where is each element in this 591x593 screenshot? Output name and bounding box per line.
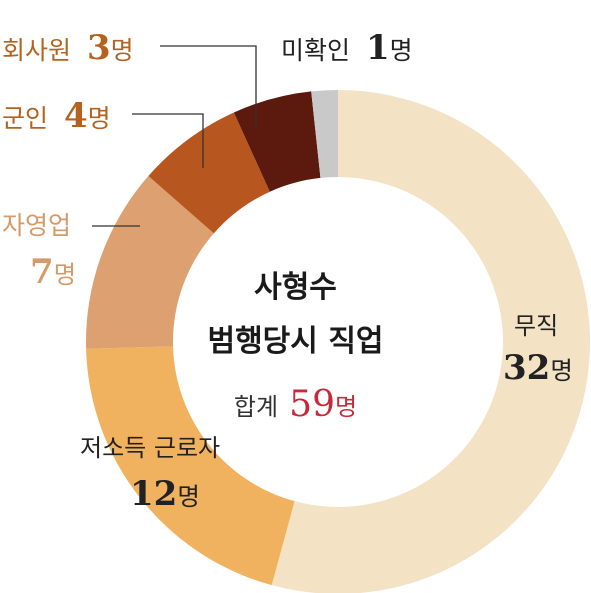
label-저소득근로자: 저소득 근로자: [80, 428, 220, 463]
label-군인: 군인 4명: [2, 96, 111, 136]
total-row: 합계 59명: [0, 384, 591, 425]
slice-군인: [148, 112, 270, 234]
total-value: 59: [289, 384, 335, 425]
value-미확인-number: 1: [365, 28, 390, 68]
value-무직-number: 32: [503, 348, 551, 388]
value-무직-unit: 명: [550, 356, 573, 385]
value-군인-unit: 명: [87, 104, 111, 133]
leader-회사원: [160, 45, 257, 128]
value-자영업-number: 7: [30, 252, 54, 292]
value-회사원-number: 3: [86, 28, 111, 68]
value-군인-number: 4: [63, 96, 88, 136]
value-저소득근로자-unit: 명: [177, 482, 200, 511]
label-저소득근로자-name: 저소득 근로자: [80, 434, 221, 462]
slice-저소득근로자: [86, 346, 295, 586]
slice-자영업: [86, 176, 214, 349]
value-저소득근로자-number: 12: [130, 474, 178, 514]
value-저소득근로자: 12명: [130, 474, 200, 514]
slice-미확인: [311, 90, 338, 178]
total-unit: 명: [334, 393, 358, 421]
label-회사원: 회사원 3명: [2, 28, 134, 68]
total-label: 합계: [233, 393, 279, 421]
leader-군인: [132, 113, 204, 168]
value-회사원-unit: 명: [110, 36, 134, 65]
label-미확인-name: 미확인: [281, 36, 351, 65]
label-회사원-name: 회사원: [2, 36, 72, 65]
label-미확인: 미확인 1명: [281, 28, 413, 68]
label-무직-name: 무직: [514, 312, 559, 340]
value-자영업-unit: 명: [53, 260, 77, 289]
label-군인-name: 군인: [2, 104, 49, 133]
value-무직: 32명: [503, 348, 573, 388]
value-자영업: 7명: [30, 252, 76, 292]
value-미확인-unit: 명: [389, 36, 413, 65]
chart-title-line1: 사형수: [254, 270, 337, 305]
label-자영업: 자영업: [2, 206, 71, 242]
label-무직: 무직: [514, 306, 558, 341]
chart-title-line2: 범행당시 직업: [207, 324, 384, 359]
label-자영업-name: 자영업: [2, 211, 72, 240]
slice-무직: [271, 90, 590, 593]
